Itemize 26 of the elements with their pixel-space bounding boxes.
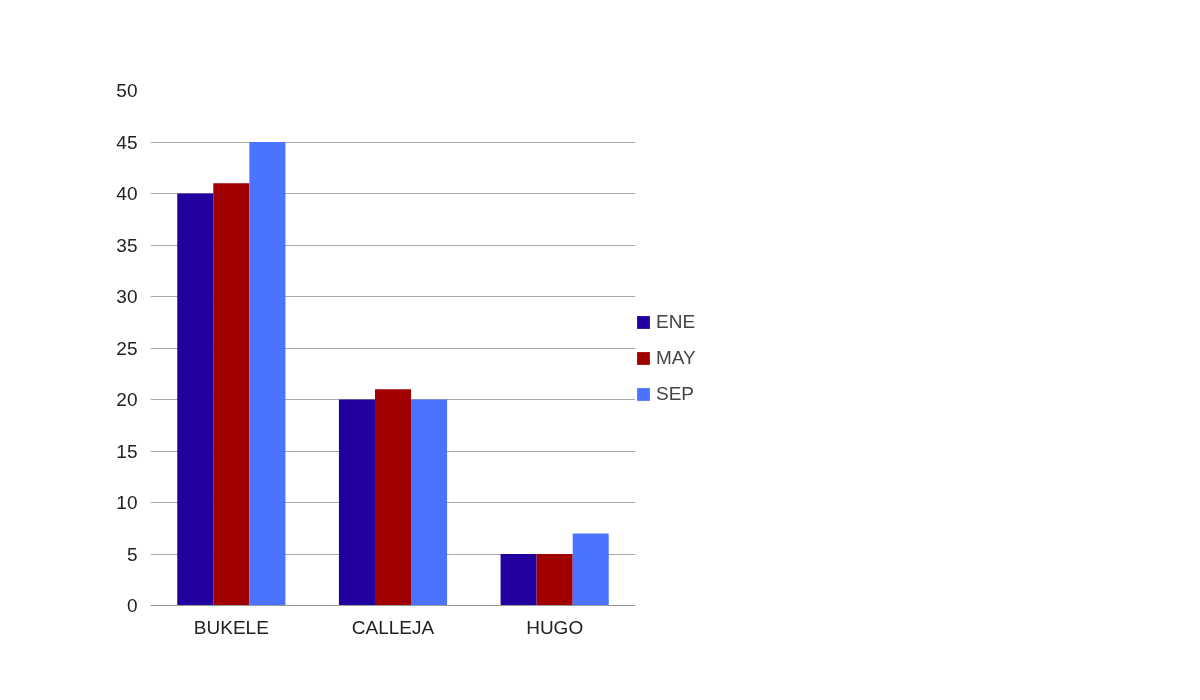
bar (374, 389, 412, 606)
x-tick-label: BUKELE (193, 616, 269, 638)
x-tick-label: CALLEJA (351, 616, 435, 638)
y-tick-label: 35 (116, 234, 138, 256)
bar (411, 399, 448, 606)
legend-label: SEP (656, 383, 695, 405)
y-tick-label: 5 (126, 543, 138, 565)
y-tick-label: 50 (116, 80, 138, 101)
bar (249, 142, 286, 606)
y-tick-label: 0 (126, 595, 138, 616)
y-tick-label: 40 (116, 183, 138, 204)
bar (500, 554, 537, 606)
legend-label: ENE (656, 311, 696, 333)
bar (338, 399, 375, 606)
y-tick-label: 30 (116, 286, 138, 307)
y-tick-label: 45 (116, 131, 138, 153)
bar (536, 554, 573, 606)
y-tick-label: 15 (116, 440, 138, 462)
y-tick-label: 25 (116, 337, 138, 359)
x-tick-label: HUGO (526, 616, 584, 638)
y-tick-label: 10 (116, 492, 138, 513)
legend-label: MAY (656, 347, 696, 369)
bar (572, 533, 609, 606)
y-tick-label: 20 (116, 389, 138, 410)
bar (177, 193, 214, 606)
bar (213, 183, 250, 606)
